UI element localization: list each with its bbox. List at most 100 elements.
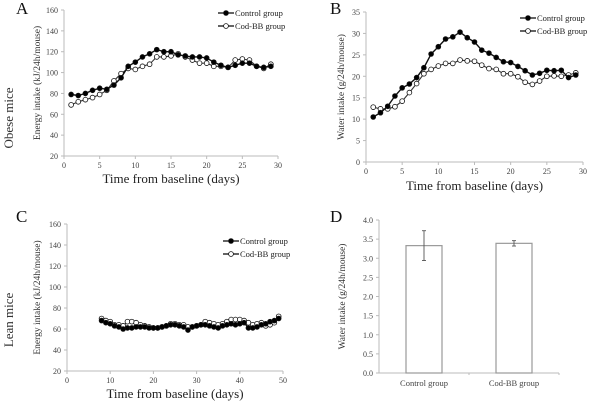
control-point <box>111 82 117 88</box>
y-tick-label: 20 <box>352 72 360 81</box>
cod-bb-point <box>406 89 413 96</box>
control-point <box>104 86 110 93</box>
y-tick-label: 20 <box>50 152 58 161</box>
x-tick-label: 40 <box>236 376 244 385</box>
x-axis-label: Time from baseline (days) <box>106 386 243 401</box>
cod-bb-point <box>457 57 463 63</box>
x-tick-label: 30 <box>193 376 201 385</box>
cod-bb-point <box>413 80 420 87</box>
cod-bb-point <box>203 60 210 66</box>
x-tick-label: 50 <box>279 376 287 385</box>
control-point <box>471 39 478 45</box>
legend-label: Cod-BB group <box>235 21 285 31</box>
control-point <box>211 59 217 65</box>
cod-bb-point <box>392 103 398 110</box>
cod-bb-point <box>478 62 485 68</box>
y-tick-label: 5 <box>356 137 360 146</box>
x-tick-label: 30 <box>274 161 282 170</box>
panel-d: D 0.0 0.5 1.0 1.5 2.0 2.5 3.0 3.5 4.0 Water intake… <box>330 207 560 388</box>
control-point <box>139 54 146 60</box>
y-tick-label: 2.5 <box>363 273 373 282</box>
y-tick-label: 160 <box>49 220 61 229</box>
control-point <box>565 74 572 81</box>
row-label-obese: Obese mice <box>1 87 16 148</box>
control-point <box>421 64 427 71</box>
cod-bb-point <box>500 70 507 77</box>
control-point <box>203 55 210 61</box>
control-point <box>399 85 405 91</box>
y-tick-label: 15 <box>352 94 360 103</box>
control-point <box>161 48 167 55</box>
panel-label: C <box>16 207 27 226</box>
cod-bb-point <box>529 81 536 88</box>
x-tick-label: 25 <box>238 161 246 170</box>
x-axis-label: Time from baseline (days) <box>102 171 239 186</box>
control-point <box>486 50 492 56</box>
cod-bb-point <box>471 58 478 65</box>
cod-bb-point <box>522 79 528 86</box>
control-point <box>377 109 384 116</box>
y-tick-label: 80 <box>50 89 58 98</box>
cod-bb-point <box>486 65 492 72</box>
control-point <box>515 63 521 70</box>
x-tick-label: 20 <box>203 161 211 170</box>
cod-bb-point <box>435 63 442 69</box>
x-tick-label: 20 <box>507 167 515 176</box>
y-axis-label: Water intake (g/24h/mouse) <box>337 244 348 350</box>
y-tick-label: 100 <box>49 283 61 292</box>
cod-bb-point <box>449 60 456 67</box>
control-point <box>68 91 74 98</box>
legend-label: Control group <box>240 236 288 246</box>
cod-bb-point <box>558 73 565 80</box>
x-tick-label: 5 <box>400 167 404 176</box>
cod-bb-point <box>442 60 449 67</box>
control-point <box>118 74 124 81</box>
control-point <box>180 324 187 330</box>
control-point <box>428 51 434 57</box>
cod-bb-point <box>89 94 96 101</box>
control-point <box>182 53 189 59</box>
cod-bb-point <box>96 91 103 98</box>
y-tick-label: 120 <box>49 262 61 271</box>
panel-label: B <box>330 0 341 18</box>
x-tick-label: 10 <box>131 161 139 170</box>
control-point <box>478 47 485 53</box>
control-point <box>457 29 463 35</box>
cod-bb-point <box>544 73 550 80</box>
cod-bb-point <box>139 63 146 70</box>
cod-bb-point <box>507 70 514 77</box>
control-point <box>116 324 122 330</box>
control-point <box>146 50 153 57</box>
control-point <box>218 62 224 69</box>
control-point <box>370 114 377 120</box>
control-point <box>89 87 96 94</box>
y-tick-label: 2.0 <box>363 293 373 302</box>
control-point <box>449 34 456 40</box>
x-tick-label: 15 <box>471 167 479 176</box>
panel-b: B 0 5 10 15 20 25 30 35 0 5 10 15 20 25 30 Time from bas… <box>330 0 587 193</box>
cod-bb-point <box>536 78 543 84</box>
legend-label: Control group <box>235 8 283 18</box>
legend-label: Cod-BB group <box>537 26 587 36</box>
control-point <box>529 72 536 78</box>
x-tick-label: 30 <box>579 167 587 176</box>
control-point <box>241 319 247 326</box>
control-point <box>507 59 514 66</box>
y-axis-label: Water intake (g/24h/mouse) <box>336 34 347 140</box>
control-point <box>544 67 550 74</box>
y-tick-label: 60 <box>53 325 61 334</box>
x-tick-label: Control group <box>400 378 448 388</box>
legend-marker-cod-bb <box>223 23 229 29</box>
legend-marker-cod-bb <box>525 28 531 34</box>
x-tick-label: 15 <box>167 161 175 170</box>
control-point <box>189 54 196 60</box>
control-point <box>125 63 131 70</box>
cod-bb-point <box>75 98 82 105</box>
cod-bb-point <box>68 102 74 108</box>
x-tick-label: 20 <box>149 376 157 385</box>
row-label-lean: Lean mice <box>1 293 16 348</box>
y-tick-label: 30 <box>352 29 360 38</box>
y-tick-label: 140 <box>46 27 58 36</box>
control-point <box>225 64 231 71</box>
control-point <box>464 34 471 41</box>
